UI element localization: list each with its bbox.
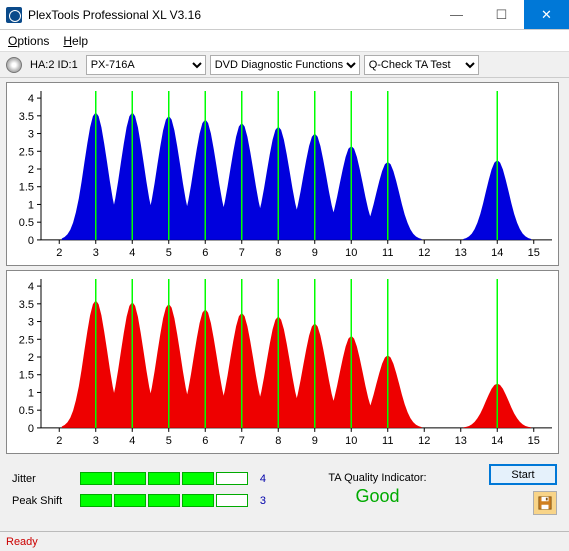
save-icon	[538, 496, 552, 510]
quality-value: Good	[266, 486, 489, 507]
statusbar: Ready	[0, 531, 569, 551]
svg-text:2: 2	[28, 352, 34, 364]
bar-segment	[216, 472, 248, 485]
window-controls: — ☐ ✕	[434, 0, 569, 29]
svg-text:15: 15	[528, 247, 540, 259]
svg-text:4: 4	[129, 247, 135, 259]
svg-text:7: 7	[239, 435, 245, 447]
maximize-button[interactable]: ☐	[479, 0, 524, 29]
start-button[interactable]: Start	[489, 464, 557, 485]
svg-text:1.5: 1.5	[19, 370, 34, 382]
svg-text:3.5: 3.5	[19, 299, 34, 311]
svg-text:4: 4	[129, 435, 135, 447]
svg-text:6: 6	[202, 435, 208, 447]
svg-text:2.5: 2.5	[19, 146, 34, 158]
svg-text:11: 11	[382, 247, 393, 259]
bar-segment	[80, 494, 112, 507]
svg-text:0: 0	[28, 423, 34, 435]
svg-text:2: 2	[28, 164, 34, 176]
svg-text:0: 0	[28, 235, 34, 247]
menubar: Options Help	[0, 30, 569, 52]
quality-label: TA Quality Indicator:	[266, 472, 489, 484]
bar-segment	[182, 472, 214, 485]
drive-select[interactable]: PX-716A	[86, 55, 206, 75]
bar-segment	[148, 472, 180, 485]
status-text: Ready	[6, 536, 38, 548]
svg-text:3.5: 3.5	[19, 111, 34, 123]
bar-segment	[216, 494, 248, 507]
save-button[interactable]	[533, 491, 557, 515]
svg-text:2: 2	[56, 435, 62, 447]
svg-text:14: 14	[491, 435, 503, 447]
svg-text:13: 13	[455, 435, 467, 447]
svg-text:9: 9	[312, 435, 318, 447]
svg-text:2.5: 2.5	[19, 334, 34, 346]
toolbar: HA:2 ID:1 PX-716A DVD Diagnostic Functio…	[0, 52, 569, 78]
land-chart: 0 0.5 1 1.5 2 2.5 3 3.5 4 2 3 4 5 6 7 8 9 10 11 12 13 14 15	[6, 270, 559, 454]
titlebar: PlexTools Professional XL V3.16 — ☐ ✕	[0, 0, 569, 30]
menu-help[interactable]: Help	[63, 34, 88, 48]
svg-text:12: 12	[418, 247, 430, 259]
svg-text:11: 11	[382, 435, 393, 447]
svg-text:5: 5	[166, 247, 172, 259]
svg-text:1: 1	[28, 387, 34, 399]
svg-text:12: 12	[418, 435, 430, 447]
test-select[interactable]: Q-Check TA Test	[364, 55, 479, 75]
quality-indicator: TA Quality Indicator: Good	[266, 472, 489, 507]
svg-text:4: 4	[28, 93, 34, 105]
svg-text:13: 13	[455, 247, 467, 259]
svg-text:9: 9	[312, 247, 318, 259]
menu-options[interactable]: Options	[8, 34, 49, 48]
app-icon	[6, 7, 22, 23]
svg-text:7: 7	[239, 247, 245, 259]
drive-id-label: HA:2 ID:1	[30, 59, 78, 71]
jitter-label: Jitter	[12, 473, 74, 485]
svg-text:8: 8	[275, 247, 281, 259]
peakshift-bars	[80, 494, 248, 507]
action-buttons: Start	[489, 464, 557, 515]
svg-text:10: 10	[345, 435, 357, 447]
peakshift-value: 3	[254, 495, 266, 507]
bar-segment	[114, 494, 146, 507]
svg-text:6: 6	[202, 247, 208, 259]
bar-segment	[80, 472, 112, 485]
chart-area: 00.511.522.533.5423456789101112131415 00…	[0, 78, 569, 454]
bar-segment	[182, 494, 214, 507]
svg-text:1: 1	[28, 199, 34, 211]
svg-text:3: 3	[28, 129, 34, 141]
svg-text:2: 2	[56, 247, 62, 259]
svg-text:8: 8	[275, 435, 281, 447]
svg-text:4: 4	[28, 281, 34, 293]
svg-text:14: 14	[491, 247, 503, 259]
jitter-bars	[80, 472, 248, 485]
peakshift-row: Peak Shift 3	[12, 490, 266, 512]
svg-text:3: 3	[93, 435, 99, 447]
bar-segment	[114, 472, 146, 485]
svg-text:15: 15	[528, 435, 540, 447]
minimize-button[interactable]: —	[434, 0, 479, 29]
svg-text:3: 3	[28, 317, 34, 329]
svg-text:0.5: 0.5	[19, 217, 34, 229]
svg-text:5: 5	[166, 435, 172, 447]
svg-text:0.5: 0.5	[19, 405, 34, 417]
bar-segment	[148, 494, 180, 507]
peakshift-label: Peak Shift	[12, 495, 74, 507]
bottom-panel: Jitter 4 Peak Shift 3 TA Quality Indicat…	[0, 458, 569, 519]
svg-text:10: 10	[345, 247, 357, 259]
pit-chart: 0 0.5 1 1.5 2 2.5 3 3.5 4 2 3 4 5 6 7 8 9 10 11 12 13 14 15	[6, 82, 559, 266]
metrics: Jitter 4 Peak Shift 3	[12, 468, 266, 512]
window-title: PlexTools Professional XL V3.16	[28, 8, 434, 22]
jitter-row: Jitter 4	[12, 468, 266, 490]
jitter-value: 4	[254, 473, 266, 485]
function-select[interactable]: DVD Diagnostic Functions	[210, 55, 360, 75]
close-button[interactable]: ✕	[524, 0, 569, 29]
svg-text:1.5: 1.5	[19, 182, 34, 194]
svg-text:3: 3	[93, 247, 99, 259]
disc-icon	[6, 57, 22, 73]
